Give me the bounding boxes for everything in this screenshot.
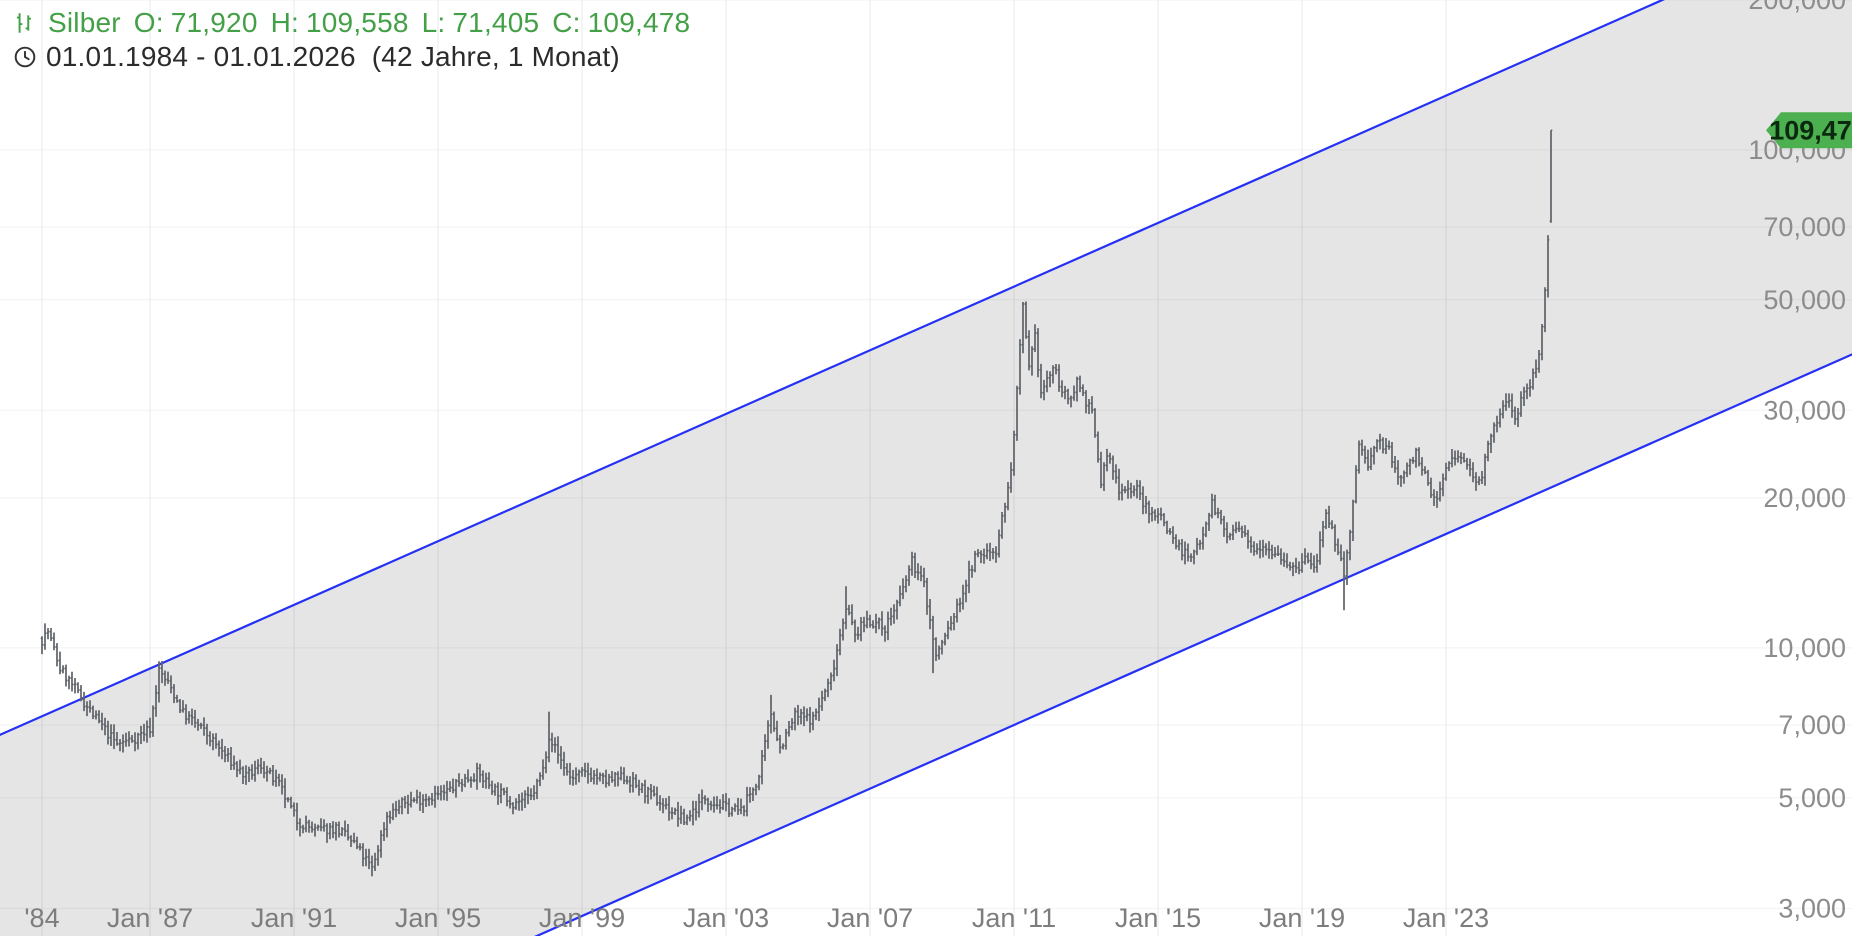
y-axis-label: 70,000: [1763, 212, 1846, 242]
low-value: 71,405: [452, 7, 540, 38]
open-label: O:: [133, 7, 164, 38]
candlestick-icon: [12, 10, 38, 36]
y-axis-label: 10,000: [1763, 633, 1846, 663]
low-label: L:: [421, 7, 446, 38]
legend-ohlc-row: Silber O: 71,920 H: 109,558 L: 71,405 C: 109…: [12, 6, 690, 40]
x-axis-label: '84: [24, 903, 59, 933]
x-axis-label: Jan '91: [251, 903, 337, 933]
close-label: C:: [552, 7, 581, 38]
channel-lower-line: [534, 353, 1852, 936]
y-axis-label: 200,000: [1748, 0, 1846, 15]
x-axis-label: Jan '23: [1403, 903, 1489, 933]
x-axis-label: Jan '15: [1115, 903, 1201, 933]
date-range-label: 01.01.1984 - 01.01.2026: [46, 41, 356, 72]
open-value: 71,920: [170, 7, 258, 38]
clock-icon: [12, 44, 38, 70]
duration-label: (42 Jahre, 1 Monat): [371, 41, 620, 72]
x-axis-label: Jan '99: [539, 903, 625, 933]
x-axis-label: Jan '87: [107, 903, 193, 933]
y-axis-label: 50,000: [1763, 285, 1846, 315]
close-value: 109,478: [587, 7, 691, 38]
y-axis-label: 20,000: [1763, 483, 1846, 513]
x-axis-label: Jan '07: [827, 903, 913, 933]
high-label: H:: [270, 7, 300, 38]
ohlc-high: H: 109,558: [271, 7, 409, 39]
y-axis-labels: 200,000100,00070,00050,00030,00020,00010…: [1748, 0, 1846, 923]
ohlc-open: O: 71,920: [134, 7, 258, 39]
x-axis-label: Jan '19: [1259, 903, 1345, 933]
channel-upper-line: [0, 0, 1666, 737]
ohlc-close: C: 109,478: [552, 7, 690, 39]
last-price-tag: 109,478: [1766, 112, 1852, 149]
y-axis-label: 7,000: [1778, 710, 1846, 740]
high-value: 109,558: [306, 7, 409, 38]
chart-legend: Silber O: 71,920 H: 109,558 L: 71,405 C: 109…: [12, 6, 690, 74]
symbol-label: Silber: [48, 7, 121, 38]
y-axis-label: 3,000: [1778, 893, 1846, 923]
y-axis-label: 30,000: [1763, 395, 1846, 425]
x-axis-label: Jan '95: [395, 903, 481, 933]
x-axis-label: Jan '03: [683, 903, 769, 933]
x-axis-labels: '84 Jan '87 Jan '91 Jan '95 Jan '99 Jan '03 Ja…: [24, 903, 1489, 933]
x-axis-label: Jan '11: [972, 903, 1056, 933]
last-price-value: 109,478: [1769, 115, 1852, 145]
ohlc-low: L: 71,405: [422, 7, 540, 39]
legend-range-row: 01.01.1984 - 01.01.2026 (42 Jahre, 1 Mon…: [12, 40, 690, 74]
y-axis-label: 5,000: [1778, 783, 1846, 813]
price-bars: [40, 129, 1553, 877]
